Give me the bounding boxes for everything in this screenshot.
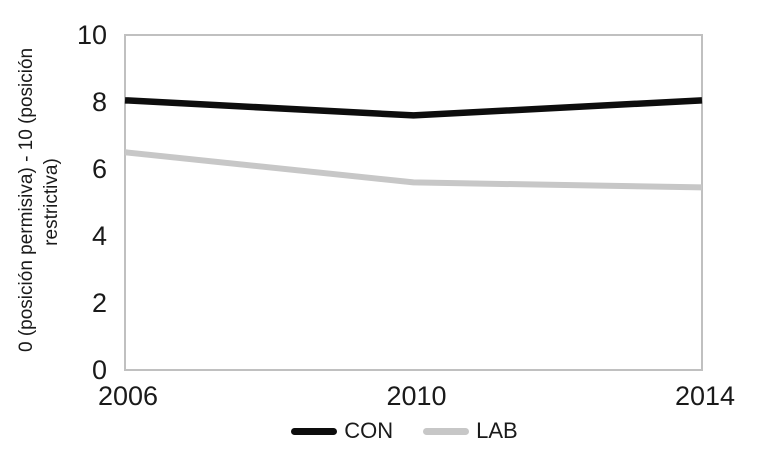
series-line-lab [124,149,703,191]
y-tick-label: 6 [91,154,107,184]
legend-label-con: CON [344,418,394,443]
y-tick-label: 2 [91,288,107,318]
plot-border [124,34,703,371]
legend-label-lab: LAB [476,418,518,443]
y-tick-label: 8 [91,87,107,117]
y-tick-label: 0 [91,355,107,385]
legend-item-con: CON [291,419,393,443]
legend-item-lab: LAB [423,419,518,443]
x-tick-label: 2006 [97,381,159,411]
legend: CON LAB [25,419,759,443]
y-tick-label: 10 [76,20,107,50]
lab-line-swatch [423,427,470,435]
x-tick-label: 2014 [674,381,736,411]
con-line-swatch [291,427,338,435]
y-tick-label: 4 [91,221,107,251]
series-line-con [124,97,703,119]
x-tick-label: 2010 [386,381,447,411]
